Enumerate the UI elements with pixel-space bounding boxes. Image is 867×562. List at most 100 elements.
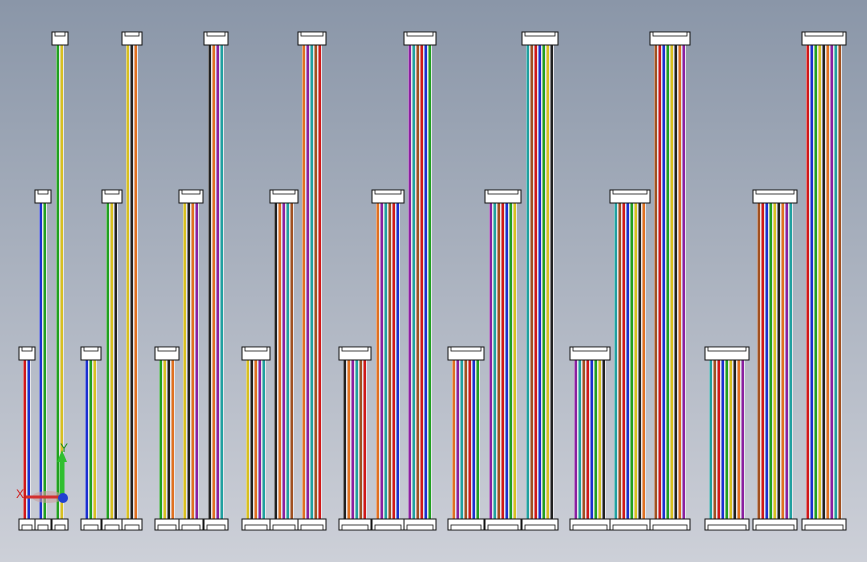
- wire: [757, 203, 760, 519]
- wire: [163, 360, 166, 519]
- cable: [269, 189, 299, 531]
- wire: [171, 360, 174, 519]
- connector-latch: [37, 189, 49, 195]
- wire: [376, 203, 379, 519]
- wire: [278, 203, 281, 519]
- connector-latch: [450, 524, 482, 531]
- cable: [297, 31, 327, 531]
- x-axis-label: X: [16, 487, 24, 501]
- wire: [550, 45, 553, 519]
- wire: [670, 45, 673, 519]
- connector-latch: [54, 524, 66, 531]
- wire: [814, 45, 817, 519]
- wire: [347, 360, 350, 519]
- wire: [642, 203, 645, 519]
- wire: [274, 203, 277, 519]
- wire: [501, 203, 504, 519]
- wire: [594, 360, 597, 519]
- wire: [191, 203, 194, 519]
- connector-latch: [300, 524, 324, 531]
- connector-latch: [374, 189, 402, 195]
- wire: [126, 45, 129, 519]
- connector-latch: [406, 31, 434, 37]
- wire: [343, 360, 346, 519]
- cable: [203, 31, 229, 531]
- wire: [56, 45, 59, 519]
- wire-bundle-bg: [343, 360, 367, 519]
- y-axis-label: Y: [60, 441, 68, 455]
- connector-latch: [450, 346, 482, 352]
- wire: [781, 203, 784, 519]
- wire: [412, 45, 415, 519]
- wire: [590, 360, 593, 519]
- wire-bundle-bg: [208, 45, 224, 519]
- connector-latch: [652, 31, 688, 37]
- connector-latch: [707, 524, 747, 531]
- connector-latch: [104, 189, 120, 195]
- wire-bundle-bg: [23, 360, 31, 519]
- wire: [380, 203, 383, 519]
- connector-latch: [652, 524, 688, 531]
- wire: [737, 360, 740, 519]
- wire: [290, 203, 293, 519]
- wire: [420, 45, 423, 519]
- wire: [302, 45, 305, 519]
- wire-bundle-bg: [183, 203, 199, 519]
- connector-latch: [181, 189, 201, 195]
- wire: [43, 203, 46, 519]
- wire-bundle-bg: [376, 203, 400, 519]
- wire: [789, 203, 792, 519]
- wire: [578, 360, 581, 519]
- connector-latch: [572, 346, 608, 352]
- wire-bundle-bg: [408, 45, 432, 519]
- wire: [489, 203, 492, 519]
- wire: [682, 45, 685, 519]
- wire: [806, 45, 809, 519]
- connector-latch: [157, 346, 177, 352]
- wire: [359, 360, 362, 519]
- cable: [241, 346, 271, 531]
- connector-latch: [755, 189, 795, 195]
- wire: [830, 45, 833, 519]
- wire: [464, 360, 467, 519]
- wire: [85, 360, 88, 519]
- wire: [384, 203, 387, 519]
- wire: [416, 45, 419, 519]
- wire: [114, 203, 117, 519]
- wire-bundle-bg: [56, 45, 64, 519]
- wire: [306, 45, 309, 519]
- wire: [574, 360, 577, 519]
- wire: [106, 203, 109, 519]
- wire: [634, 203, 637, 519]
- connector-latch: [244, 524, 268, 531]
- wire: [408, 45, 411, 519]
- wire: [662, 45, 665, 519]
- wire: [526, 45, 529, 519]
- wire: [424, 45, 427, 519]
- cable: [484, 189, 522, 531]
- wire: [167, 360, 170, 519]
- connector-latch: [206, 524, 226, 531]
- wire: [23, 360, 26, 519]
- wire: [542, 45, 545, 519]
- cable-set: [18, 31, 847, 531]
- wire: [761, 203, 764, 519]
- wire: [468, 360, 471, 519]
- cable: [80, 346, 102, 531]
- wire: [493, 203, 496, 519]
- wire: [388, 203, 391, 519]
- wire: [658, 45, 661, 519]
- wire: [709, 360, 712, 519]
- connector-latch: [612, 524, 648, 531]
- connector-latch: [83, 346, 99, 352]
- wire: [505, 203, 508, 519]
- connector-latch: [612, 189, 648, 195]
- wire: [246, 360, 249, 519]
- wire: [614, 203, 617, 519]
- wire: [428, 45, 431, 519]
- connector-latch: [572, 524, 608, 531]
- cable: [403, 31, 437, 531]
- wire-bundle-bg: [39, 203, 47, 519]
- connector-latch: [21, 346, 33, 352]
